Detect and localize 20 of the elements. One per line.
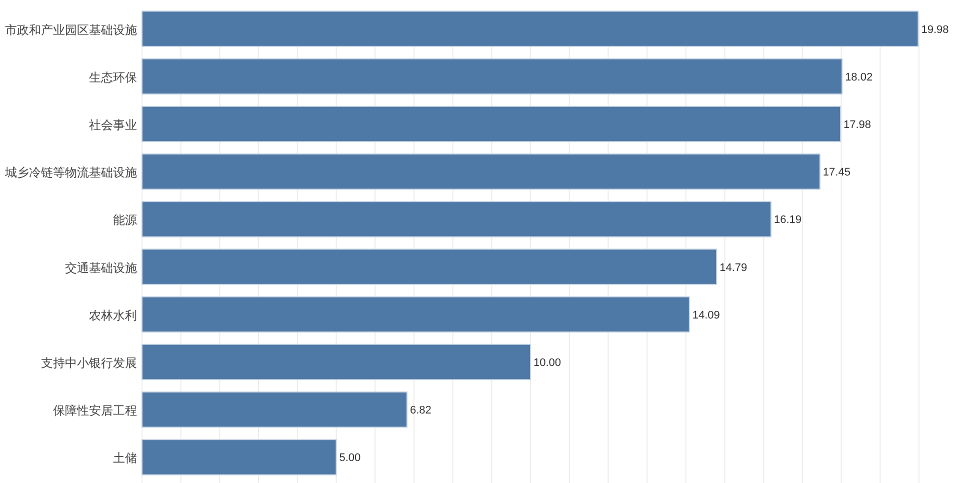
y-tick-label: 社会事业 — [89, 118, 137, 132]
y-tick-label: 能源 — [113, 213, 137, 228]
data-label: 19.98 — [921, 24, 949, 36]
data-label: 14.79 — [720, 262, 748, 274]
data-label: 17.98 — [844, 119, 872, 131]
data-label: 6.82 — [410, 404, 432, 417]
data-label: 18.02 — [845, 71, 873, 84]
y-tick-label: 土储 — [113, 451, 137, 466]
y-tick-label: 城乡冷链等物流基础设施 — [4, 166, 137, 180]
y-tick-label: 交通基础设施 — [65, 260, 137, 275]
y-tick-label: 保障性安居工程 — [53, 404, 137, 418]
data-label: 10.00 — [534, 357, 562, 369]
y-tick-label: 支持中小银行发展 — [41, 356, 137, 370]
data-label: 5.00 — [339, 452, 361, 464]
data-label: 14.09 — [692, 309, 720, 322]
y-tick-label: 农林水利 — [89, 308, 137, 322]
data-label: 17.45 — [822, 166, 850, 179]
y-tick-label: 生态环保 — [89, 70, 137, 84]
y-tick-label: 市政和产业园区基础设施 — [5, 22, 137, 37]
data-label: 16.19 — [774, 214, 802, 226]
